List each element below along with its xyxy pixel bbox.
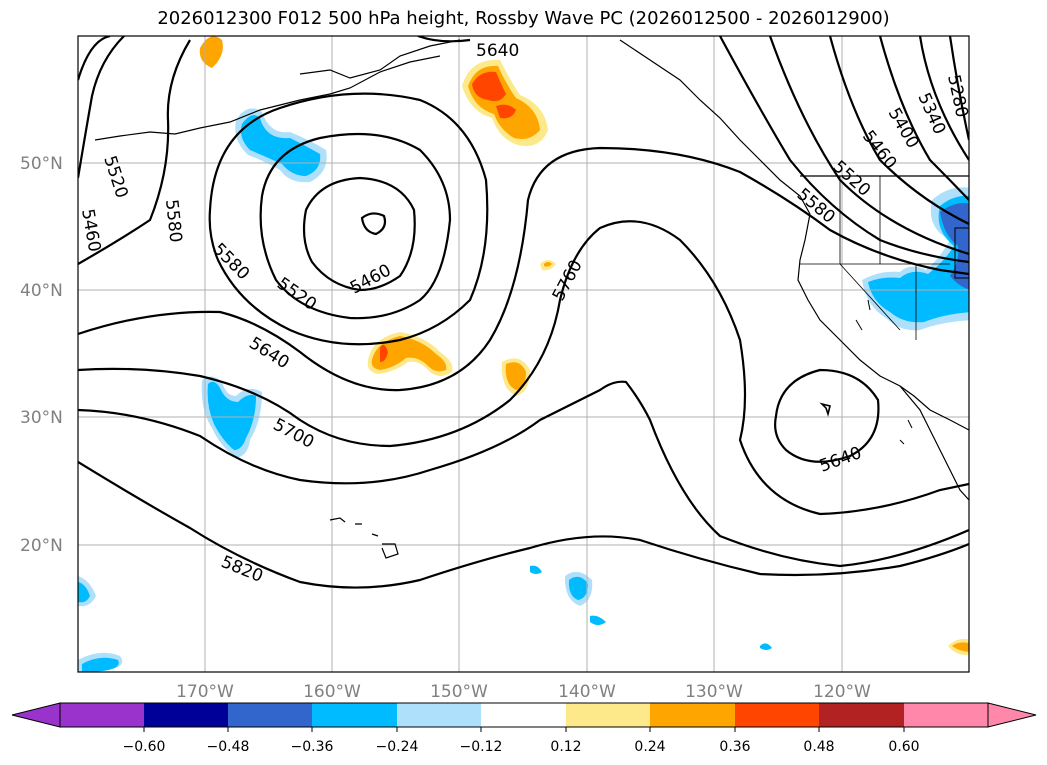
contour-5640-low [774, 368, 880, 463]
lon-label: 160°W [303, 682, 361, 702]
contour-5640-wave [78, 146, 969, 392]
contour-5460-left [78, 36, 125, 179]
map-frame [77, 35, 970, 673]
lon-label: 140°W [558, 682, 616, 702]
contour-label: 5640 [476, 41, 519, 61]
contour-5460-right [828, 36, 969, 225]
contour-5340 [918, 36, 969, 161]
contour-5580-ring [208, 92, 489, 346]
lat-label: 20°N [20, 536, 63, 556]
lon-label: 130°W [685, 682, 743, 702]
contour-5580-right [719, 36, 969, 264]
lat-label: 30°N [20, 408, 63, 428]
coastlines [94, 39, 969, 559]
state-borders [800, 176, 950, 340]
colorbar-tick: 0.24 [634, 739, 665, 755]
contour-5520-right [768, 36, 969, 256]
us-west-coast [797, 213, 969, 431]
anomaly-shading [78, 36, 969, 672]
contour-5760 [78, 380, 969, 568]
colorbar-tick: −0.12 [460, 739, 503, 755]
colorbar-min-extend [11, 702, 61, 728]
alaska-coast [94, 55, 441, 141]
lon-label: 170°W [176, 682, 234, 702]
colorbar-max-extend [987, 702, 1037, 728]
contour-5460-closed [360, 212, 387, 236]
contour-5460-ring [302, 176, 416, 292]
contour-5400 [878, 36, 969, 201]
colorbar-tick: 0.36 [719, 739, 750, 755]
hawaii [329, 517, 399, 559]
colorbar-tick: −0.36 [291, 739, 334, 755]
lat-label: 40°N [20, 281, 63, 301]
contour-5520-left [78, 36, 111, 81]
map-title: 2026012300 F012 500 hPa height, Rossby W… [157, 8, 890, 29]
lon-label: 120°W [813, 682, 871, 702]
colorbar-tick: 0.12 [550, 739, 581, 755]
contour-5280 [948, 36, 969, 141]
height-contours [78, 36, 969, 589]
contour-label: 5580 [161, 198, 185, 243]
latitude-labels: 50°N 40°N 30°N 20°N [20, 154, 63, 556]
contour-5580-left [78, 39, 191, 265]
lon-label: 150°W [430, 682, 488, 702]
contour-5520-ring [259, 132, 452, 320]
contour-5700 [78, 220, 969, 516]
longitude-labels: 170°W 160°W 150°W 140°W 130°W 120°W [176, 682, 871, 702]
contour-5820 [78, 461, 969, 589]
graticule [78, 36, 969, 672]
colorbar-tick: 0.60 [888, 739, 919, 755]
colorbar-tick: −0.24 [376, 739, 419, 755]
contour-5640-small [819, 402, 831, 417]
baja [899, 385, 969, 501]
colorbar-tick: −0.48 [207, 739, 250, 755]
canada-coast [619, 39, 811, 215]
colorbar-tick: 0.48 [803, 739, 834, 755]
contour-5640-top [417, 36, 471, 43]
colorbar: −0.60 −0.48 −0.36 −0.24 −0.12 0.12 0.24 … [11, 702, 1037, 755]
positive-anomaly-top-left [199, 36, 223, 68]
colorbar-tick: −0.60 [123, 739, 166, 755]
lat-label: 50°N [20, 154, 63, 174]
